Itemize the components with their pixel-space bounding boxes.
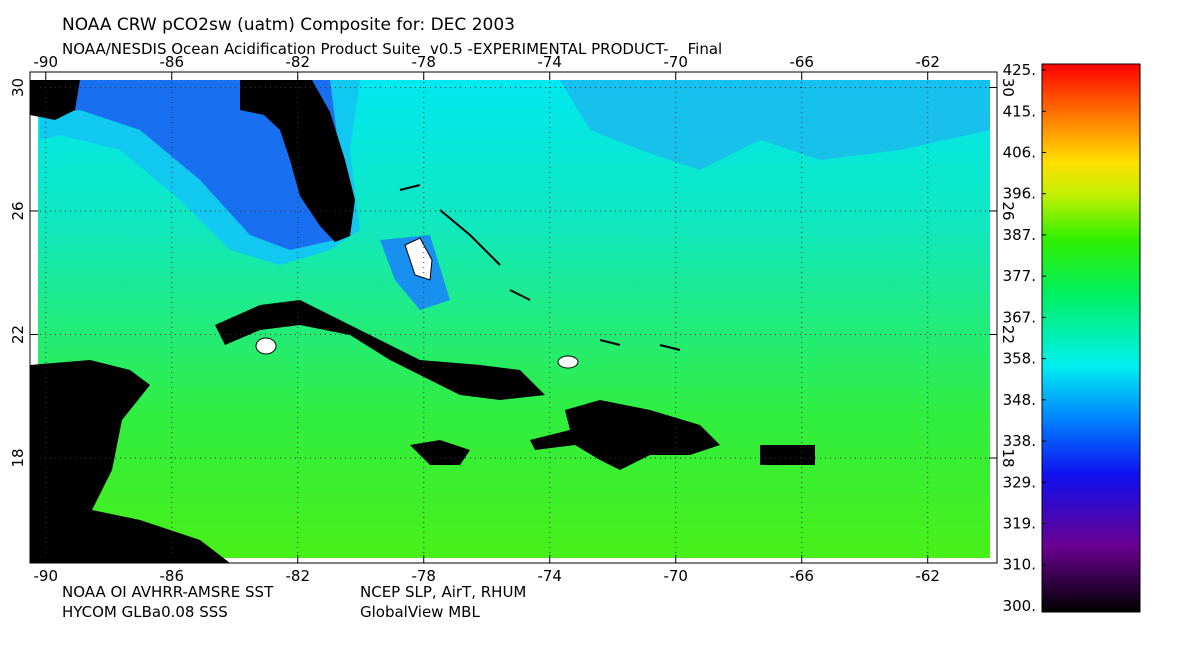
lon-label: -74 xyxy=(537,53,562,71)
map-title: NOAA CRW pCO2sw (uatm) Composite for: DE… xyxy=(62,15,515,35)
colorbar-label: 300. xyxy=(1003,597,1036,615)
land xyxy=(30,80,80,120)
colorbar-label: 425. xyxy=(1003,61,1036,79)
lon-label: -82 xyxy=(285,567,310,585)
lat-label: 30 xyxy=(9,78,27,97)
lon-label: -62 xyxy=(915,567,940,585)
colorbar-label: 406. xyxy=(1003,143,1036,161)
map-subtitle: NOAA/NESDIS Ocean Acidification Product … xyxy=(62,40,722,58)
land xyxy=(215,300,545,400)
land xyxy=(30,360,230,563)
source-label: NOAA OI AVHRR-AMSRE SST xyxy=(62,583,274,601)
lon-label: -70 xyxy=(663,567,688,585)
colorbar-label: 310. xyxy=(1003,556,1036,574)
land xyxy=(240,80,355,242)
lon-label: -90 xyxy=(33,567,58,585)
source-label: HYCOM GLBa0.08 SSS xyxy=(62,603,228,621)
lon-label: -86 xyxy=(159,53,184,71)
lon-label: -82 xyxy=(285,53,310,71)
colorbar-label: 415. xyxy=(1003,102,1036,120)
lon-label: -78 xyxy=(411,53,436,71)
lon-label: -74 xyxy=(537,567,562,585)
lat-label: 26 xyxy=(9,201,27,220)
lat-label: 30 xyxy=(999,78,1017,97)
land xyxy=(760,445,815,465)
ocean-cool xyxy=(560,80,990,170)
colorbar-label: 338. xyxy=(1003,432,1036,450)
ocean-cold xyxy=(40,80,340,250)
lon-label: -66 xyxy=(789,567,814,585)
colorbar-label: 387. xyxy=(1003,226,1036,244)
lon-label: -62 xyxy=(915,53,940,71)
colorbar-label: 367. xyxy=(1003,308,1036,326)
map-frame xyxy=(29,71,998,564)
colorbar-label: 396. xyxy=(1003,185,1036,203)
lat-label: 22 xyxy=(9,325,27,344)
land xyxy=(530,400,720,470)
lon-label: -70 xyxy=(663,53,688,71)
lat-label: 18 xyxy=(999,448,1017,467)
grid xyxy=(30,72,997,563)
island xyxy=(404,237,433,281)
lat-label: 22 xyxy=(999,325,1017,344)
lon-label: -78 xyxy=(411,567,436,585)
lon-label: -66 xyxy=(789,53,814,71)
lat-label: 18 xyxy=(9,448,27,467)
source-label: GlobalView MBL xyxy=(360,603,480,621)
island xyxy=(557,355,579,369)
colorbar-label: 329. xyxy=(1003,473,1036,491)
source-label: NCEP SLP, AirT, RHUM xyxy=(360,583,526,601)
colorbar xyxy=(1041,63,1141,613)
lon-label: -90 xyxy=(33,53,58,71)
lon-label: -86 xyxy=(159,567,184,585)
colorbar-label: 319. xyxy=(1003,515,1036,533)
colorbar-label: 358. xyxy=(1003,350,1036,368)
island xyxy=(255,337,277,355)
map-area xyxy=(30,80,990,563)
land xyxy=(410,440,470,465)
colorbar-label: 377. xyxy=(1003,267,1036,285)
colorbar-label: 348. xyxy=(1003,391,1036,409)
island-outline xyxy=(399,184,681,351)
lat-label: 26 xyxy=(999,201,1017,220)
